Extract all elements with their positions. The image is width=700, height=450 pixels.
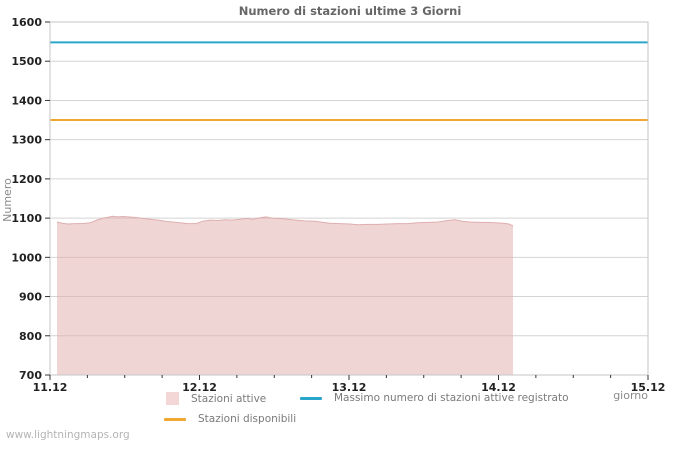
legend-label: Stazioni disponibili: [198, 413, 297, 425]
y-tick-label: 1300: [11, 134, 42, 147]
y-tick-label: 1000: [11, 251, 42, 264]
legend-label: Stazioni attive: [191, 392, 267, 405]
x-tick-label: 15.12: [631, 381, 666, 394]
y-tick-label: 1100: [11, 212, 42, 225]
legend-item-massimo-registrato: Massimo numero di stazioni attive regist…: [300, 392, 569, 404]
y-tick-label: 800: [19, 330, 42, 343]
y-tick-label: 1200: [11, 173, 42, 186]
x-tick-label: 13.12: [332, 381, 367, 394]
y-tick-label: 1400: [11, 94, 42, 107]
active-stations-edge: [56, 215, 514, 227]
y-tick-label: 1600: [11, 16, 42, 29]
legend-item-stazioni-disponibili: Stazioni disponibili: [164, 413, 296, 425]
y-tick-label: 1500: [11, 55, 42, 68]
chart-title: Numero di stazioni ultime 3 Giorni: [238, 4, 462, 18]
x-tick-label: 11.12: [33, 381, 68, 394]
x-axis-label: giorno: [613, 389, 648, 402]
active-stations-area: [57, 216, 513, 375]
y-tick-label: 900: [19, 291, 42, 304]
legend-label: Massimo numero di stazioni attive regist…: [334, 392, 569, 404]
area-swatch: [166, 392, 179, 405]
x-tick-label: 12.12: [182, 381, 217, 394]
y-tick-label: 700: [19, 369, 42, 382]
line-swatch: [300, 396, 322, 400]
line-swatch: [164, 417, 186, 421]
watermark: www.lightningmaps.org: [6, 429, 130, 441]
legend-item-stazioni-attive: Stazioni attive: [166, 392, 266, 405]
x-tick-label: 14.12: [481, 381, 516, 394]
